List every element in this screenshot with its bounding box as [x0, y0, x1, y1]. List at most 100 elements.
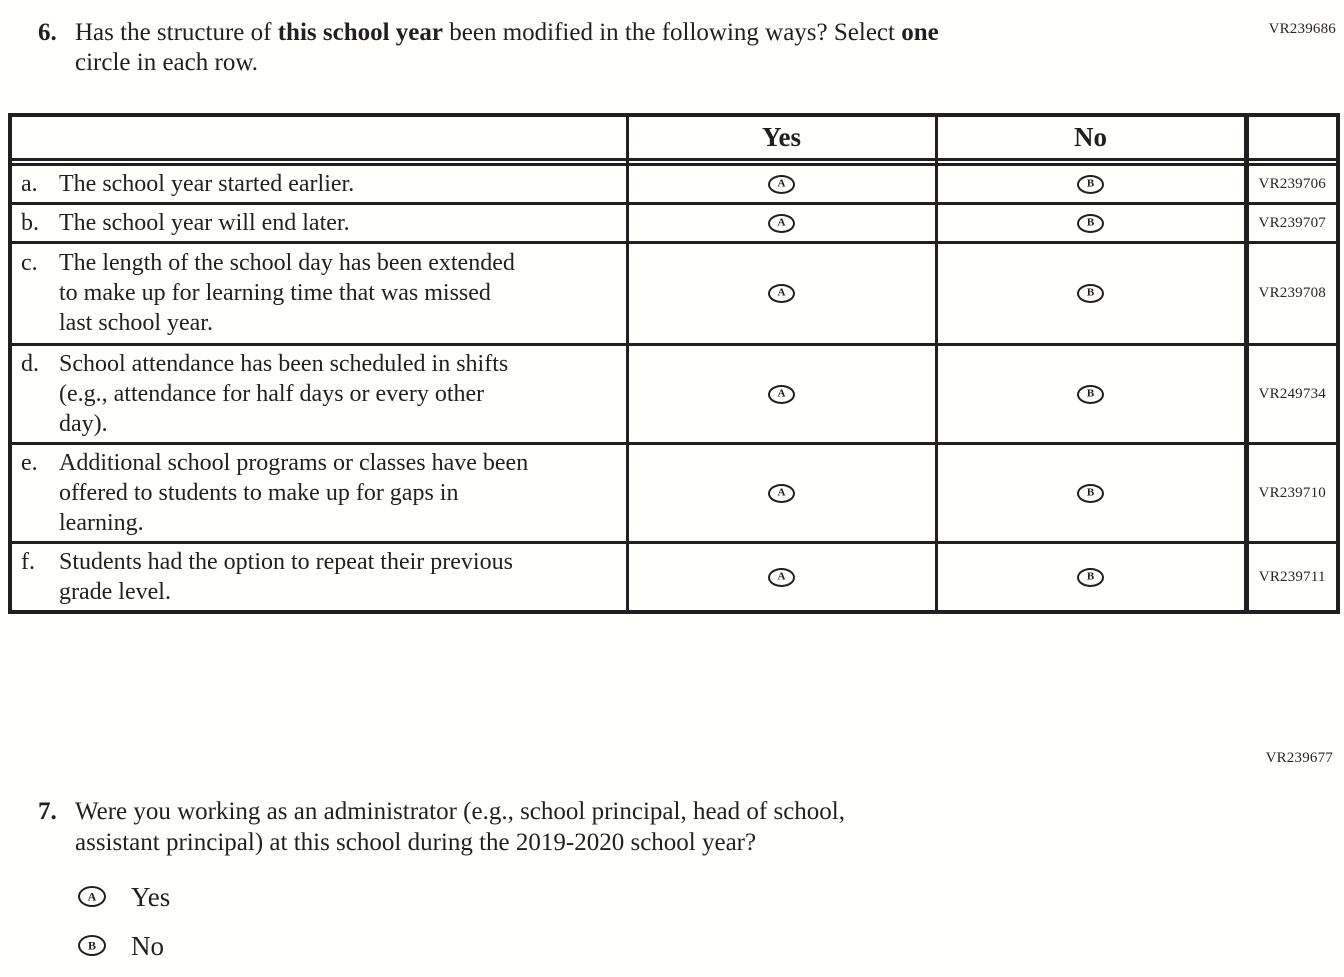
answer-bubble-no[interactable]: B [1077, 174, 1104, 194]
bubble-letter: B [1086, 177, 1095, 189]
table-row-c: c. The length of the school day has been … [8, 240, 1340, 346]
answer-bubble-yes[interactable]: A [768, 213, 795, 233]
question-7-line1: Were you working as an administrator (e.… [75, 797, 845, 825]
question-7-number: 7. [38, 797, 57, 825]
question-6-bold-segment: this school year [277, 19, 443, 46]
answer-bubble-yes[interactable]: A [768, 174, 795, 194]
answer-bubble-no[interactable]: B [78, 935, 106, 956]
answer-bubble-no[interactable]: B [1077, 384, 1104, 404]
question-7: 7. Were you working as an administrator … [38, 796, 1344, 858]
row-letter: a. [21, 170, 38, 197]
question-7-line2: assistant principal) at this school duri… [75, 828, 757, 856]
question-6-bold-segment: one [901, 19, 939, 46]
row-letter: e. [21, 449, 38, 476]
question-6-line1: Has the structure of this school year be… [75, 18, 939, 48]
answer-bubble-no[interactable]: B [1077, 567, 1104, 587]
row-statement: The length of the school day has been ex… [59, 250, 515, 336]
answer-bubble-no[interactable]: B [1077, 213, 1104, 233]
divider-cell [625, 157, 938, 166]
row-letter: c. [21, 250, 38, 276]
no-cell: B [934, 240, 1248, 346]
question-7-option-yes: A Yes [78, 882, 1344, 912]
yes-cell: A [625, 540, 938, 613]
question-6: 6. Has the structure of this school year… [38, 18, 1344, 78]
row-statement: The school year will end later. [59, 209, 350, 236]
answer-bubble-no[interactable]: B [1077, 284, 1104, 303]
divider-cell [934, 157, 1248, 166]
vr-code-cell: VR239710 [1243, 441, 1340, 544]
question-7-text: Were you working as an administrator (e.… [75, 796, 845, 858]
statement-cell: d. School attendance has been scheduled i… [8, 342, 629, 445]
vr-code-middle: VR239677 [1265, 749, 1333, 766]
divider-cell [8, 157, 629, 166]
answer-bubble-yes[interactable]: A [768, 284, 795, 303]
bubble-letter: A [777, 570, 786, 582]
option-label-yes: Yes [131, 881, 171, 912]
answer-bubble-no[interactable]: B [1077, 483, 1104, 503]
vr-code-cell: VR239706 [1243, 162, 1340, 205]
statement-cell: f. Students had the option to repeat thei… [8, 540, 629, 613]
row-letter: f. [21, 548, 35, 575]
statement-column-header [8, 113, 629, 161]
no-cell: B [934, 441, 1248, 544]
statement-cell: b. The school year will end later. [8, 201, 629, 244]
bubble-letter: B [1086, 286, 1095, 299]
question-6-text-segment: Has the structure of [75, 19, 278, 46]
answer-bubble-yes[interactable]: A [768, 567, 795, 587]
no-cell: B [934, 162, 1248, 205]
statement-cell: a. The school year started earlier. [8, 162, 629, 205]
row-letter: b. [21, 209, 39, 236]
code-column-header [1243, 113, 1340, 161]
no-cell: B [934, 540, 1248, 613]
bubble-letter: B [1086, 387, 1095, 399]
yes-cell: A [625, 162, 938, 205]
row-statement: The school year started earlier. [59, 170, 355, 197]
bubble-letter: A [87, 889, 97, 903]
question-6-text: Has the structure of this school year be… [75, 18, 939, 78]
option-label-no: No [131, 930, 164, 961]
bubble-letter: B [87, 938, 96, 952]
table-row-a: a. The school year started earlier. A B V… [8, 162, 1340, 205]
divider-cell [1243, 157, 1340, 166]
statement-cell: c. The length of the school day has been … [8, 240, 629, 346]
bubble-letter: A [777, 177, 786, 189]
bubble-letter: B [1086, 486, 1095, 498]
vr-code-top: VR239686 [1268, 21, 1336, 37]
yes-cell: A [625, 201, 938, 244]
bubble-letter: A [777, 486, 786, 498]
yes-cell: A [625, 342, 938, 445]
table-header-row: Yes No [8, 113, 1340, 161]
answer-bubble-yes[interactable]: A [768, 384, 795, 404]
vr-code-cell: VR249734 [1243, 342, 1340, 445]
yes-cell: A [625, 240, 938, 346]
no-cell: B [934, 342, 1248, 445]
vr-code-cell: VR239708 [1243, 240, 1340, 346]
question-7-option-no: B No [78, 931, 1344, 961]
question-6-number: 6. [38, 19, 57, 46]
question-6-line2: circle in each row. [75, 49, 258, 76]
no-cell: B [934, 201, 1248, 244]
vr-code-cell: VR239707 [1243, 201, 1340, 244]
table-row-b: b. The school year will end later. A B VR… [8, 201, 1340, 244]
row-letter: d. [21, 350, 39, 377]
table-row-e: e. Additional school programs or classes … [8, 441, 1340, 544]
question-6-text-segment: been modified in the following ways? Sel… [443, 19, 902, 46]
bubble-letter: A [777, 387, 786, 399]
row-statement: Additional school programs or classes ha… [59, 449, 529, 536]
bubble-letter: B [1086, 570, 1095, 582]
no-column-header: No [934, 113, 1248, 161]
row-statement: School attendance has been scheduled in … [59, 350, 509, 437]
row-statement: Students had the option to repeat their … [59, 548, 513, 605]
answer-bubble-yes[interactable]: A [768, 483, 795, 503]
answer-bubble-yes[interactable]: A [78, 886, 106, 907]
table-row-d: d. School attendance has been scheduled i… [8, 342, 1340, 445]
vr-code-cell: VR239711 [1243, 540, 1340, 613]
header-divider-row [8, 157, 1340, 166]
bubble-letter: A [777, 216, 786, 228]
bubble-letter: B [1086, 216, 1095, 228]
yes-cell: A [625, 441, 938, 544]
yes-column-header: Yes [625, 113, 938, 161]
modification-table: Yes No a. The school year started earlier… [8, 113, 1340, 614]
bubble-letter: A [777, 286, 786, 299]
statement-cell: e. Additional school programs or classes … [8, 441, 629, 544]
